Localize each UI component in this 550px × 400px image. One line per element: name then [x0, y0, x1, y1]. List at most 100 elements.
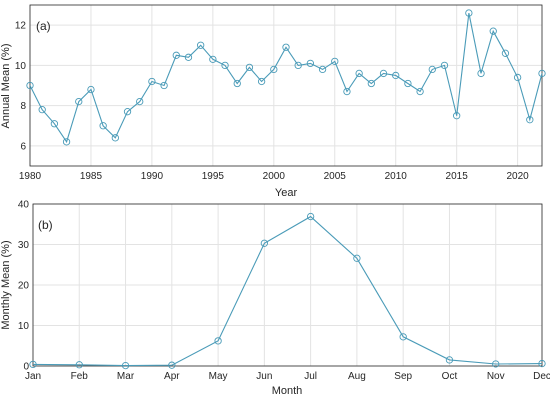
y-axis-title-annual: Annual Mean (%)	[0, 44, 12, 129]
data-point-annual	[428, 65, 436, 74]
data-point-monthly	[353, 254, 361, 262]
data-point-annual	[404, 79, 412, 88]
x-tick-label: Apr	[164, 371, 180, 382]
data-point-annual	[136, 97, 144, 106]
y-tick-label: 0	[23, 362, 29, 373]
x-tick-label: 2020	[506, 171, 529, 182]
y-tick-label: 12	[15, 21, 27, 32]
data-point-annual	[331, 57, 339, 65]
x-tick-labels-annual: 1980 1985 1990 1995 2000 2005 2010 2015 2020	[19, 171, 529, 182]
series-line-annual	[29, 12, 543, 144]
data-point-annual	[75, 97, 83, 106]
series-markers-annual	[26, 9, 546, 146]
x-tick-label: Oct	[442, 371, 458, 382]
x-tick-label: 1980	[19, 171, 42, 182]
data-point-annual	[87, 85, 95, 94]
x-tick-label: Jun	[256, 371, 272, 382]
data-point-monthly	[29, 360, 37, 369]
data-point-annual	[184, 53, 193, 61]
data-point-annual	[148, 77, 156, 86]
x-tick-label: 2015	[446, 171, 469, 182]
data-point-annual	[392, 71, 400, 80]
data-point-annual	[50, 120, 59, 128]
data-point-annual	[26, 81, 34, 90]
chart-panel-monthly: (b) Jan Feb Mar Apr May Jun Jul Aug Sep Oct Nov Dec…	[0, 200, 550, 398]
data-point-monthly	[214, 337, 222, 345]
axes-frame-annual	[29, 4, 543, 167]
x-tick-label: May	[209, 371, 228, 382]
panel-label-a: (a)	[36, 19, 51, 33]
x-tick-label: 1995	[202, 171, 225, 182]
y-tick-labels-monthly: 0 10 20 30 40	[18, 200, 30, 373]
x-tick-labels-monthly: Jan Feb Mar Apr May Jun Jul Aug Sep Oct Nov Dec	[25, 371, 550, 382]
data-point-monthly	[168, 361, 176, 369]
series-markers-monthly	[29, 212, 546, 370]
panel-label-b: (b)	[38, 218, 53, 232]
y-tick-labels-annual: 6 8 10 12	[15, 21, 27, 153]
y-tick-label: 6	[20, 141, 26, 152]
x-tick-label: 1990	[141, 171, 164, 182]
data-point-monthly	[306, 212, 315, 221]
x-axis-title-annual: Year	[275, 187, 298, 199]
y-tick-label: 10	[15, 61, 27, 72]
data-point-annual	[270, 65, 278, 74]
axes-frame-monthly	[32, 203, 543, 367]
data-point-annual	[379, 69, 388, 78]
data-point-annual	[343, 87, 351, 96]
x-tick-label: Mar	[117, 371, 135, 382]
y-axis-title-monthly: Monthly Mean (%)	[0, 240, 12, 329]
x-tick-label: 2005	[324, 171, 347, 182]
data-point-monthly	[492, 360, 500, 368]
x-tick-label: 2010	[385, 171, 408, 182]
y-tick-label: 30	[18, 240, 30, 251]
data-point-annual	[526, 116, 534, 124]
data-point-annual	[294, 61, 302, 70]
data-point-annual	[306, 59, 315, 68]
data-point-annual	[111, 134, 119, 142]
x-tick-label: 1985	[80, 171, 103, 182]
data-point-annual	[123, 108, 132, 116]
y-tick-label: 10	[18, 321, 30, 332]
y-tick-label: 8	[20, 101, 26, 112]
data-point-annual	[221, 61, 229, 70]
x-axis-title-monthly: Month	[272, 385, 303, 397]
data-point-annual	[172, 51, 180, 59]
data-point-annual	[233, 79, 241, 88]
data-point-annual	[245, 63, 254, 72]
data-point-annual	[538, 69, 546, 78]
x-tick-label: Aug	[348, 371, 366, 382]
data-point-monthly	[538, 359, 546, 368]
grid-lines-monthly	[32, 203, 543, 367]
data-point-monthly	[75, 361, 83, 369]
data-point-annual	[453, 112, 461, 120]
grid-lines-annual	[29, 5, 542, 166]
x-tick-label: Sep	[394, 371, 412, 382]
x-tick-label: Jul	[304, 371, 317, 382]
data-point-annual	[38, 106, 46, 114]
data-point-annual	[197, 41, 205, 49]
x-tick-label: Jan	[25, 371, 41, 382]
data-point-monthly	[445, 356, 454, 364]
data-point-annual	[440, 61, 449, 70]
x-tick-label: Feb	[71, 371, 89, 382]
data-point-monthly	[121, 361, 130, 370]
data-point-annual	[513, 73, 522, 82]
x-tick-label: Dec	[533, 371, 550, 382]
data-point-annual	[416, 87, 424, 96]
data-point-annual	[477, 69, 485, 78]
data-point-annual	[355, 69, 363, 78]
data-point-annual	[257, 77, 266, 86]
data-point-monthly	[260, 239, 269, 247]
data-point-annual	[99, 122, 107, 130]
data-point-annual	[62, 138, 71, 146]
chart-panel-annual: (a) 1980 1985 1990 1995 2000 2005 2010 2015 2020…	[0, 4, 546, 199]
data-point-annual	[501, 49, 510, 57]
x-tick-label: Nov	[487, 371, 505, 382]
data-point-annual	[160, 81, 168, 90]
data-point-annual	[318, 65, 327, 74]
data-point-annual	[465, 9, 473, 17]
data-point-annual	[209, 55, 217, 63]
series-line-monthly	[32, 215, 543, 367]
data-point-annual	[489, 27, 497, 35]
